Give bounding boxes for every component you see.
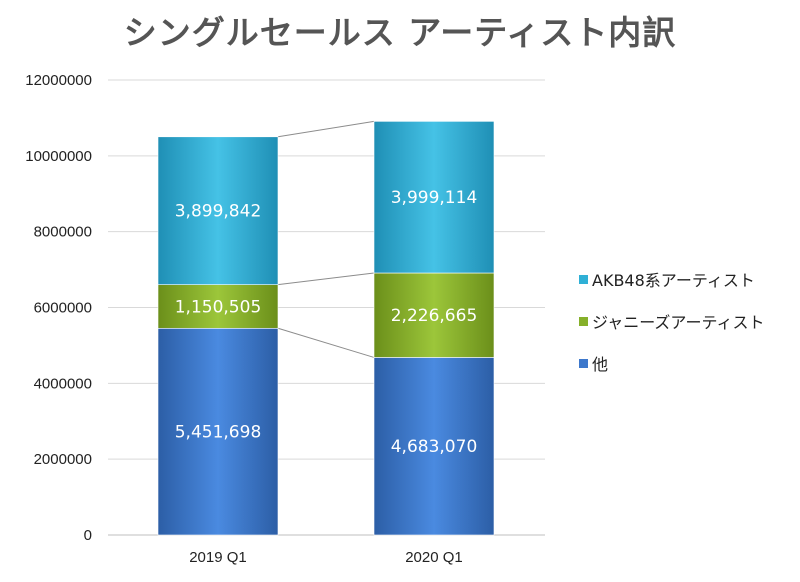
series-line-1 (277, 272, 375, 286)
bar-2-0 (157, 136, 279, 285)
bar-1-0 (157, 284, 279, 329)
legend-swatch-0 (579, 358, 588, 368)
bar-0-1 (373, 357, 495, 536)
chart-title: シングルセールス アーティスト内訳 (123, 13, 677, 52)
y-tick-label-1: 2000000 (34, 451, 92, 468)
series-line-2 (277, 120, 375, 138)
legend-swatch-1 (579, 316, 588, 326)
y-tick-label-4: 8000000 (34, 224, 92, 241)
series-line-0 (277, 327, 375, 358)
legend-label-2: AKB48系アーティスト (592, 271, 755, 290)
bar-1-1 (373, 272, 495, 358)
y-tick-label-2: 4000000 (34, 375, 92, 392)
legend-item-2: AKB48系アーティスト (579, 268, 764, 290)
bar-0-0 (157, 327, 279, 536)
x-tick-label-1: 2020 Q1 (405, 549, 463, 566)
legend-label-1: ジャニーズアーティスト (592, 313, 765, 332)
x-tick-label-0: 2019 Q1 (189, 549, 247, 566)
legend: AKB48系アーティスト ジャニーズアーティスト他 (579, 268, 764, 394)
legend-swatch-2 (579, 274, 588, 284)
bar-2-1 (373, 121, 495, 274)
data-label-1-1: 2,226,665 (391, 306, 478, 326)
legend-item-0: 他 (579, 352, 764, 374)
y-tick-label-6: 12000000 (25, 72, 92, 89)
y-tick-label-5: 10000000 (25, 148, 92, 165)
data-label-2-0: 3,899,842 (175, 202, 262, 222)
y-tick-label-3: 6000000 (34, 300, 92, 317)
y-tick-label-0: 0 (84, 527, 92, 544)
data-label-0-0: 5,451,698 (175, 423, 262, 443)
legend-item-1: ジャニーズアーティスト (579, 310, 764, 332)
legend-label-0: 他 (592, 355, 609, 374)
data-label-0-1: 4,683,070 (391, 437, 478, 457)
data-label-2-1: 3,999,114 (391, 188, 478, 208)
data-label-1-0: 1,150,505 (175, 297, 262, 317)
